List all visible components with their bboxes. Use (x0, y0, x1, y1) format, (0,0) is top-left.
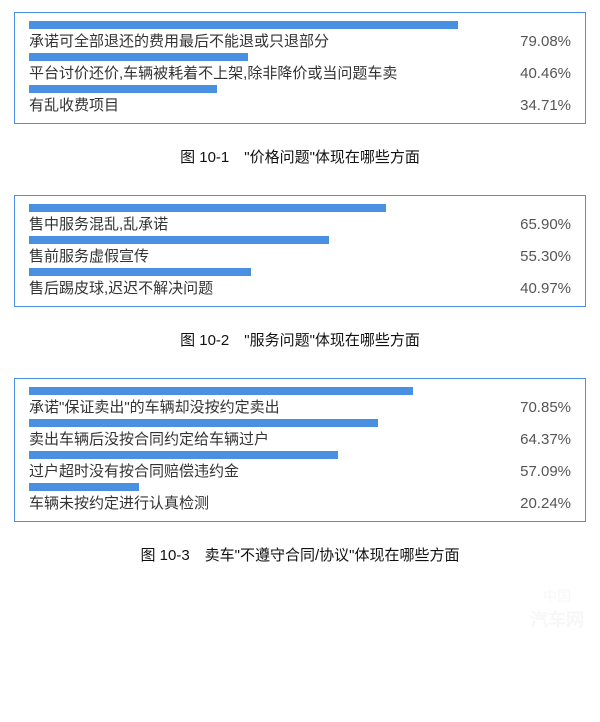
bar-fill (29, 236, 329, 244)
row-value: 57.09% (512, 463, 571, 480)
row-value: 34.71% (512, 97, 571, 114)
row-value: 79.08% (512, 33, 571, 50)
chart-row: 承诺"保证卖出"的车辆却没按约定卖出 70.85% (29, 387, 571, 417)
bar-fill (29, 483, 139, 491)
row-labels: 有乱收费项目 34.71% (29, 94, 571, 115)
bar-track (29, 483, 571, 491)
chart-row: 有乱收费项目 34.71% (29, 85, 571, 115)
row-label: 售后踢皮球,迟迟不解决问题 (29, 277, 213, 298)
row-labels: 售中服务混乱,乱承诺 65.90% (29, 213, 571, 234)
chart-box: 承诺可全部退还的费用最后不能退或只退部分 79.08% 平台讨价还价,车辆被耗着不上… (14, 12, 586, 124)
bar-fill (29, 53, 248, 61)
row-labels: 承诺"保证卖出"的车辆却没按约定卖出 70.85% (29, 396, 571, 417)
row-labels: 过户超时没有按合同赔偿违约金 57.09% (29, 460, 571, 481)
bar-track (29, 451, 571, 459)
row-label: 有乱收费项目 (29, 94, 119, 115)
bar-track (29, 21, 571, 29)
row-value: 70.85% (512, 399, 571, 416)
watermark-bottom: 汽车网 (530, 606, 584, 632)
row-label: 卖出车辆后没按合同约定给车辆过户 (29, 428, 269, 449)
chart-row: 车辆未按约定进行认真检测 20.24% (29, 483, 571, 513)
row-label: 承诺"保证卖出"的车辆却没按约定卖出 (29, 396, 280, 417)
row-label: 平台讨价还价,车辆被耗着不上架,除非降价或当问题车卖 (29, 62, 397, 83)
chart-row: 承诺可全部退还的费用最后不能退或只退部分 79.08% (29, 21, 571, 51)
bar-fill (29, 451, 338, 459)
row-label: 售前服务虚假宣传 (29, 245, 149, 266)
row-value: 65.90% (512, 216, 571, 233)
row-labels: 售后踢皮球,迟迟不解决问题 40.97% (29, 277, 571, 298)
row-labels: 承诺可全部退还的费用最后不能退或只退部分 79.08% (29, 30, 571, 51)
row-label: 售中服务混乱,乱承诺 (29, 213, 168, 234)
row-label: 车辆未按约定进行认真检测 (29, 492, 209, 513)
row-labels: 售前服务虚假宣传 55.30% (29, 245, 571, 266)
bar-track (29, 387, 571, 395)
chart-row: 售中服务混乱,乱承诺 65.90% (29, 204, 571, 234)
row-label: 过户超时没有按合同赔偿违约金 (29, 460, 239, 481)
chart-row: 平台讨价还价,车辆被耗着不上架,除非降价或当问题车卖 40.46% (29, 53, 571, 83)
row-value: 40.97% (512, 280, 571, 297)
chart-box: 售中服务混乱,乱承诺 65.90% 售前服务虚假宣传 55.30% 售后踢皮球,迟迟不解… (14, 195, 586, 307)
bar-fill (29, 21, 458, 29)
bar-fill (29, 85, 217, 93)
bar-track (29, 236, 571, 244)
bar-fill (29, 387, 413, 395)
row-value: 64.37% (512, 431, 571, 448)
row-value: 40.46% (512, 65, 571, 82)
watermark-top: 中国 (530, 586, 584, 606)
chart-caption: 图 10-3 卖车"不遵守合同/协议"体现在哪些方面 (14, 544, 586, 565)
chart-row: 售前服务虚假宣传 55.30% (29, 236, 571, 266)
row-labels: 卖出车辆后没按合同约定给车辆过户 64.37% (29, 428, 571, 449)
chart-row: 过户超时没有按合同赔偿违约金 57.09% (29, 451, 571, 481)
row-label: 承诺可全部退还的费用最后不能退或只退部分 (29, 30, 329, 51)
watermark: 中国 汽车网 (530, 586, 584, 632)
row-labels: 平台讨价还价,车辆被耗着不上架,除非降价或当问题车卖 40.46% (29, 62, 571, 83)
chart-box: 承诺"保证卖出"的车辆却没按约定卖出 70.85% 卖出车辆后没按合同约定给车辆过户… (14, 378, 586, 522)
row-value: 55.30% (512, 248, 571, 265)
chart-row: 卖出车辆后没按合同约定给车辆过户 64.37% (29, 419, 571, 449)
charts-container: 承诺可全部退还的费用最后不能退或只退部分 79.08% 平台讨价还价,车辆被耗着不上… (14, 12, 586, 565)
chart-caption: 图 10-1 "价格问题"体现在哪些方面 (14, 146, 586, 167)
bar-fill (29, 419, 378, 427)
bar-fill (29, 268, 251, 276)
chart-caption: 图 10-2 "服务问题"体现在哪些方面 (14, 329, 586, 350)
row-labels: 车辆未按约定进行认真检测 20.24% (29, 492, 571, 513)
bar-track (29, 85, 571, 93)
bar-track (29, 419, 571, 427)
bar-track (29, 204, 571, 212)
bar-track (29, 53, 571, 61)
chart-row: 售后踢皮球,迟迟不解决问题 40.97% (29, 268, 571, 298)
bar-track (29, 268, 571, 276)
row-value: 20.24% (512, 495, 571, 512)
bar-fill (29, 204, 386, 212)
